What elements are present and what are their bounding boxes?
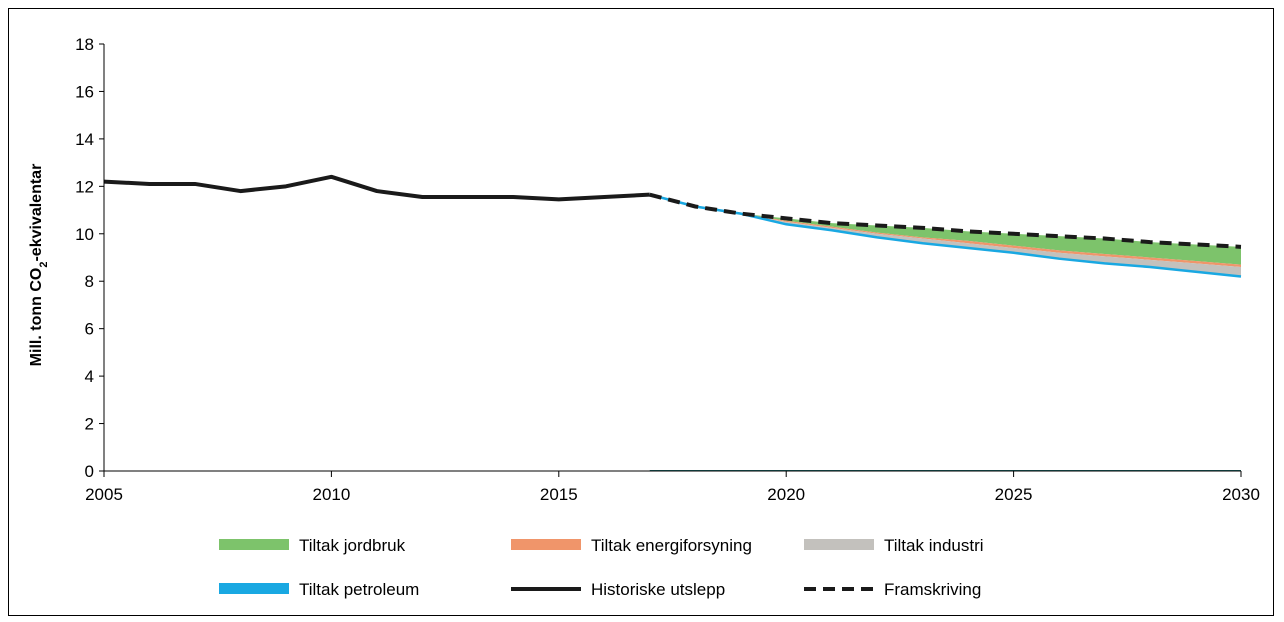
legend-swatch-energiforsyning — [511, 539, 581, 550]
area-layer — [649, 194, 1241, 277]
axes: 0 2 4 6 8 10 12 14 16 18 2005 2010 2015 2020 2025 2030 — [75, 35, 1260, 504]
band-industri — [649, 194, 1241, 277]
band-jordbruk — [649, 194, 1241, 265]
legend-item-historiske: Historiske utslepp — [511, 580, 725, 599]
legend: Tiltak jordbruk Tiltak energiforsyning Til… — [219, 536, 984, 599]
legend-item-petroleum: Tiltak petroleum — [219, 580, 419, 599]
y-tick-label: 8 — [85, 272, 94, 291]
y-axis-label-pre: Mill. tonn CO — [28, 268, 45, 367]
y-tick-label: 6 — [85, 320, 94, 339]
legend-label-industri: Tiltak industri — [884, 536, 984, 555]
y-tick-label: 4 — [85, 367, 94, 386]
legend-item-jordbruk: Tiltak jordbruk — [219, 536, 406, 555]
chart-frame: 0 2 4 6 8 10 12 14 16 18 2005 2010 2015 2020 2025 2030 … — [8, 8, 1274, 616]
legend-swatch-industri — [804, 539, 874, 550]
line-layer — [103, 174, 1242, 471]
legend-label-framskriving: Framskriving — [884, 580, 981, 599]
legend-swatch-petroleum — [219, 583, 289, 594]
y-tick-label: 16 — [75, 82, 94, 101]
legend-item-framskriving: Framskriving — [804, 580, 981, 599]
x-tick-label: 2005 — [85, 485, 123, 504]
x-tick-label: 2015 — [540, 485, 578, 504]
x-tick-label: 2025 — [995, 485, 1033, 504]
legend-swatch-jordbruk — [219, 539, 289, 550]
legend-item-energiforsyning: Tiltak energiforsyning — [511, 536, 752, 555]
y-tick-label: 18 — [75, 35, 94, 54]
y-tick-label: 2 — [85, 415, 94, 434]
y-tick-label: 0 — [85, 462, 94, 481]
legend-label-historiske: Historiske utslepp — [591, 580, 725, 599]
x-tick-label: 2020 — [767, 485, 805, 504]
x-tick-label: 2010 — [312, 485, 350, 504]
y-axis-label-post: -ekvivalentar — [28, 164, 45, 262]
line-historiske-utslepp — [103, 174, 650, 202]
y-axis-label: Mill. tonn CO2-ekvivalentar — [28, 164, 50, 367]
y-tick-label: 12 — [75, 177, 94, 196]
y-tick-label: 14 — [75, 130, 94, 149]
legend-label-energiforsyning: Tiltak energiforsyning — [591, 536, 752, 555]
y-axis-label-sub: 2 — [38, 262, 50, 268]
line-framskriving — [649, 192, 1242, 249]
legend-label-petroleum: Tiltak petroleum — [299, 580, 419, 599]
legend-item-industri: Tiltak industri — [804, 536, 984, 555]
legend-label-jordbruk: Tiltak jordbruk — [299, 536, 406, 555]
y-tick-label: 10 — [75, 225, 94, 244]
x-tick-label: 2030 — [1222, 485, 1260, 504]
